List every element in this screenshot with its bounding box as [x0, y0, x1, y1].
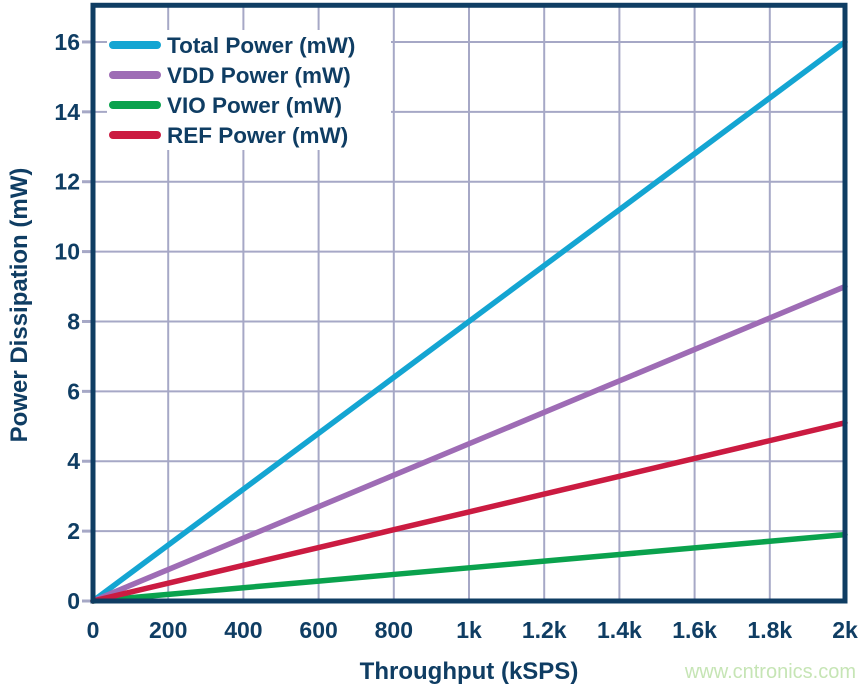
- x-tick-label: 200: [149, 617, 187, 643]
- y-tick-label: 2: [67, 518, 80, 544]
- y-tick-label: 8: [67, 308, 80, 334]
- y-tick-label: 10: [54, 239, 80, 265]
- tick-labels: 0 200 400 600 800 1k 1.2k 1.4k 1.6k 1.8k 2k 0 2 4 6 8 10…: [54, 29, 858, 643]
- x-tick-label: 1.6k: [672, 617, 717, 643]
- x-tick-label: 0: [87, 617, 100, 643]
- x-tick-label: 1.4k: [597, 617, 642, 643]
- plot-frame: [90, 2, 848, 604]
- legend-label-vdd: VDD Power (mW): [167, 63, 351, 88]
- x-tick-label: 1k: [456, 617, 482, 643]
- legend: Total Power (mW) VDD Power (mW) VIO Power …: [107, 30, 391, 150]
- legend-label-total: Total Power (mW): [167, 33, 355, 58]
- x-tick-label: 1.8k: [747, 617, 792, 643]
- x-tick-label: 600: [299, 617, 337, 643]
- series-line-total: [90, 39, 848, 604]
- legend-background: [107, 30, 391, 150]
- watermark: www.cntronics.com: [684, 661, 856, 683]
- x-axis-title: Throughput (kSPS): [359, 658, 579, 685]
- y-tick-label: 4: [67, 448, 80, 474]
- y-tick-label: 0: [67, 588, 80, 614]
- legend-label-ref: REF Power (mW): [167, 123, 348, 148]
- y-tick-label: 16: [54, 29, 80, 55]
- legend-label-vio: VIO Power (mW): [167, 93, 342, 118]
- series-line-vio: [90, 531, 848, 604]
- x-tick-label: 800: [375, 617, 413, 643]
- y-tick-label: 14: [54, 99, 80, 125]
- x-tick-label: 1.2k: [522, 617, 567, 643]
- y-axis-title: Power Dissipation (mW): [6, 167, 33, 443]
- series-lines: [90, 39, 848, 604]
- series-line-ref: [90, 420, 848, 604]
- y-tick-label: 12: [54, 169, 80, 195]
- x-tick-label: 400: [224, 617, 262, 643]
- y-tick-label: 6: [67, 378, 80, 404]
- x-tick-label: 2k: [832, 617, 858, 643]
- series-line-vdd: [90, 283, 848, 604]
